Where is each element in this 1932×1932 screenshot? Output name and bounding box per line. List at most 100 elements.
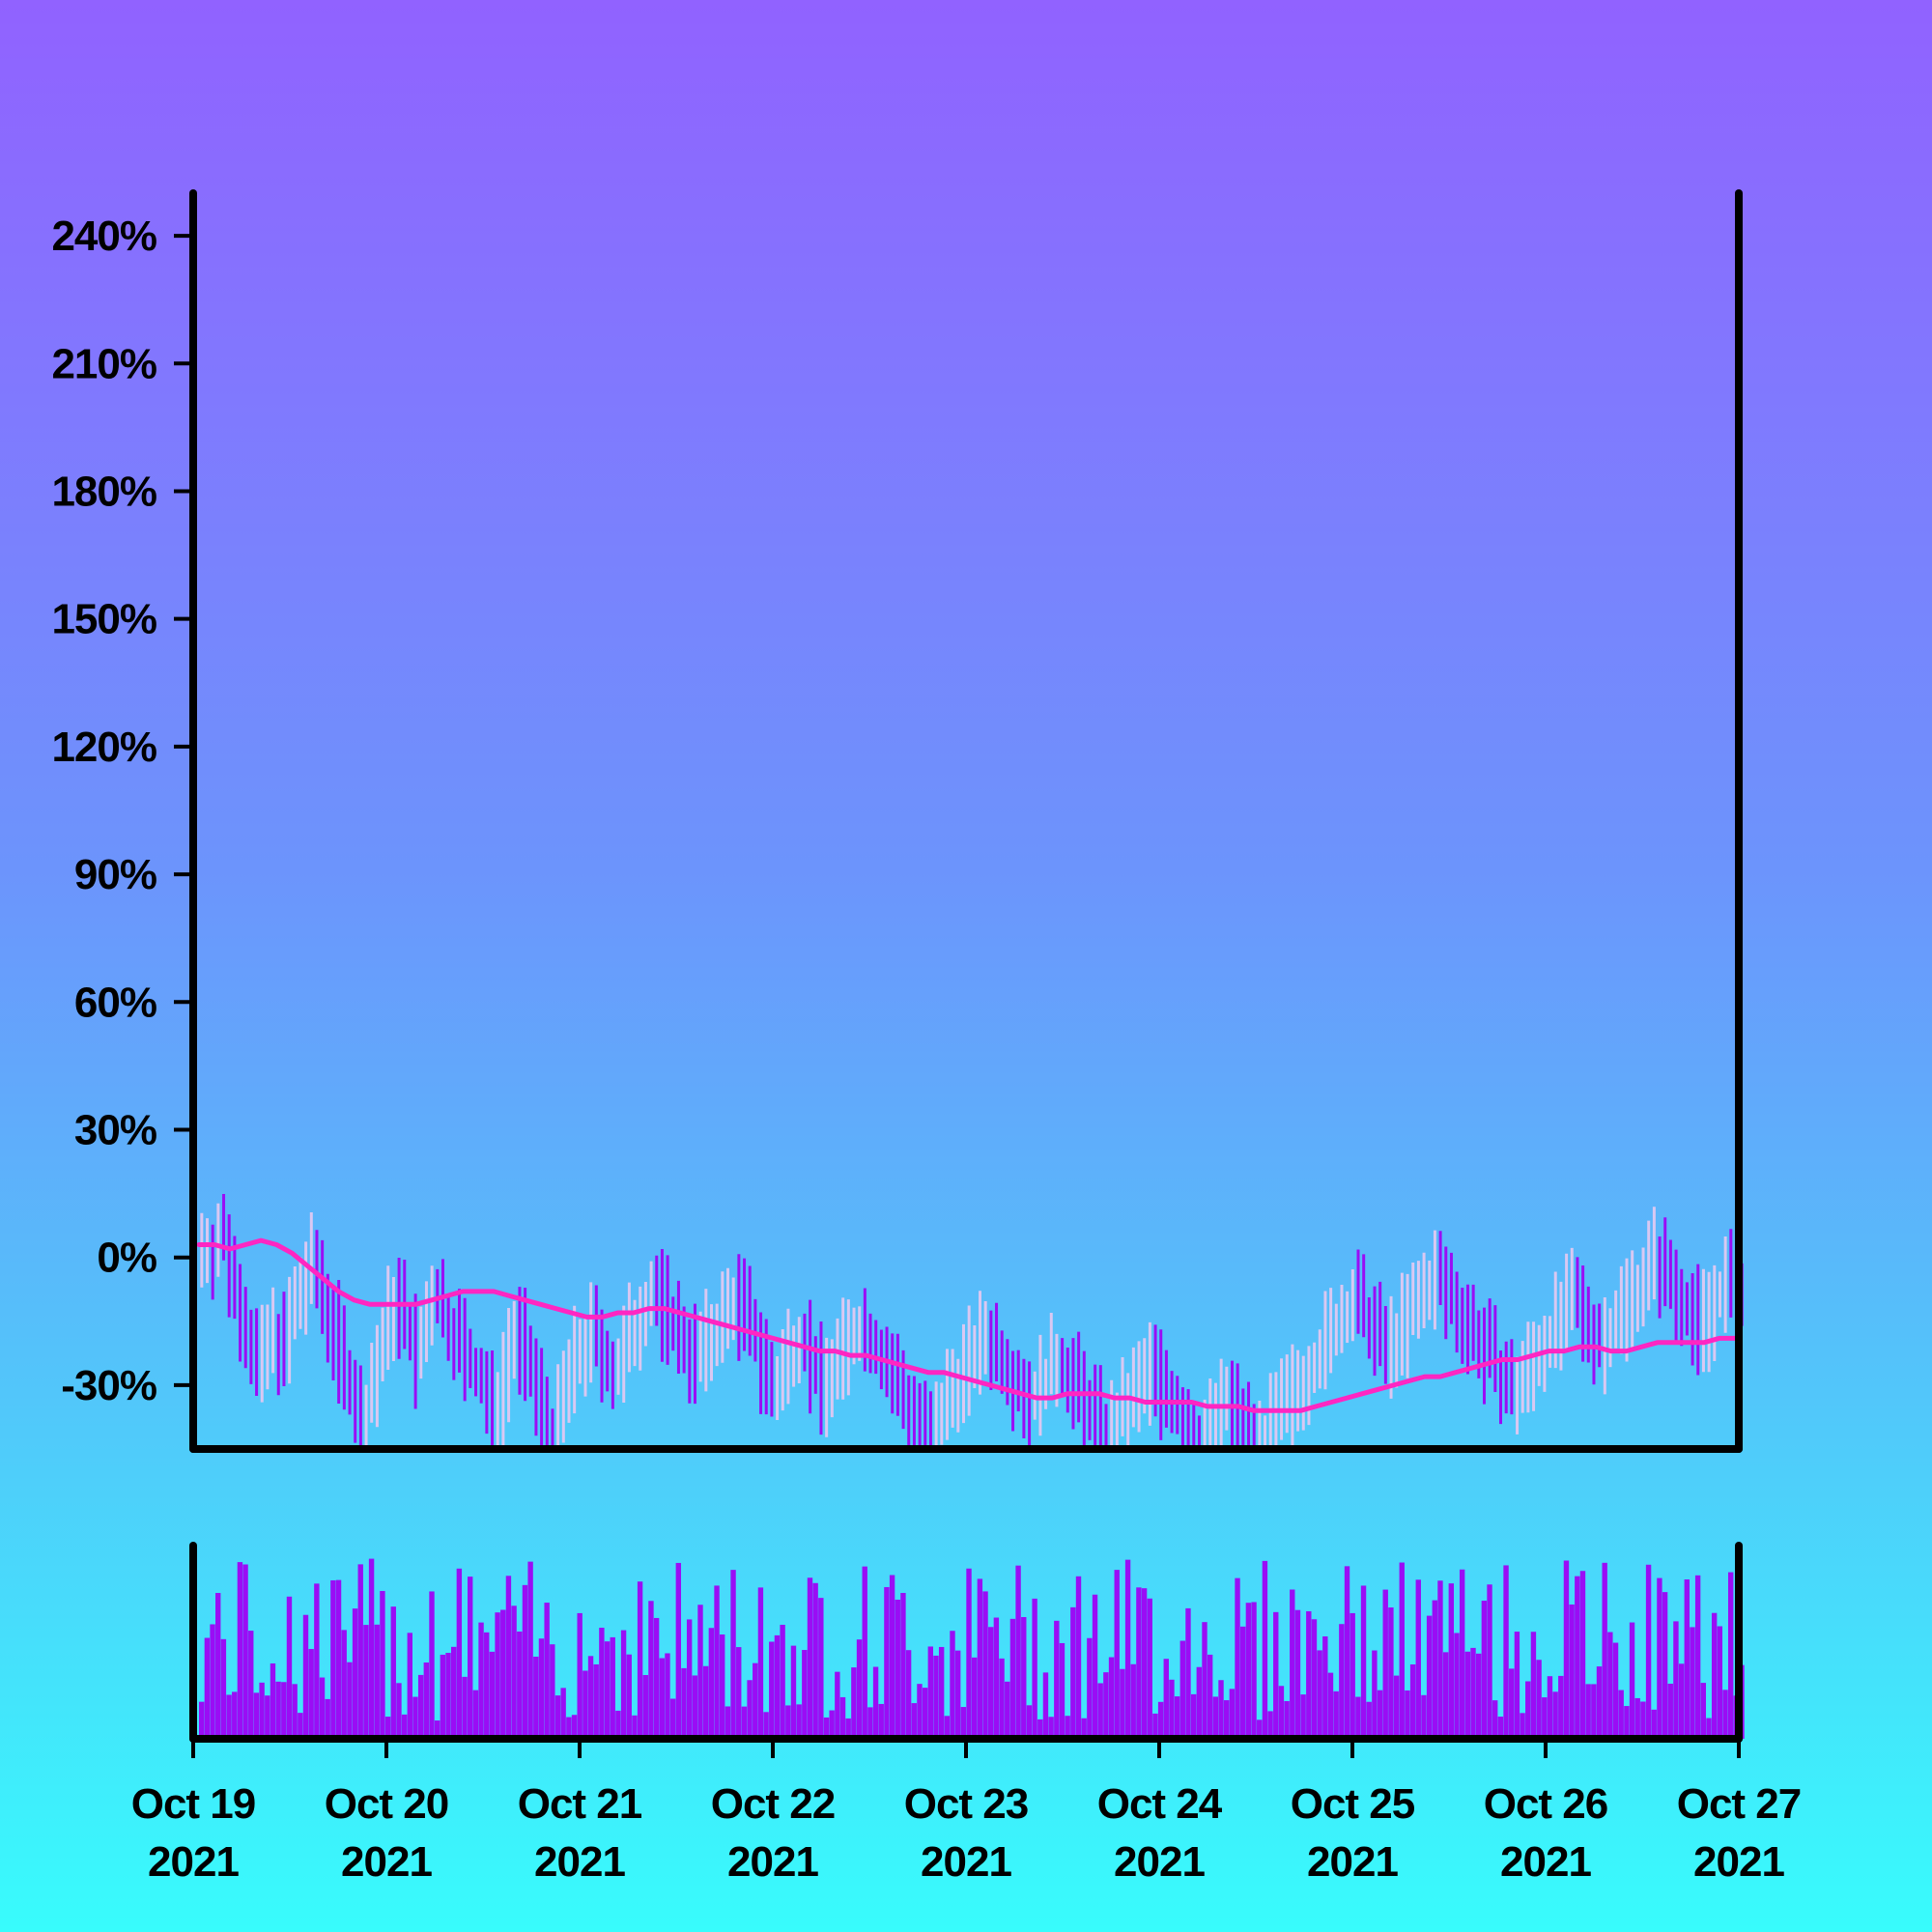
volume-bar: [1382, 1589, 1388, 1739]
volume-bar: [1596, 1666, 1603, 1739]
volume-bar: [966, 1568, 972, 1739]
volume-bar: [232, 1691, 238, 1739]
volume-bar: [314, 1583, 320, 1739]
volume-bar: [1475, 1653, 1482, 1739]
volume-bar: [1147, 1598, 1152, 1739]
volume-bar: [1136, 1587, 1142, 1739]
volume-bar: [1678, 1663, 1685, 1739]
volume-bar: [1481, 1601, 1488, 1739]
volume-bar: [632, 1715, 638, 1739]
volume-bar: [714, 1585, 720, 1739]
volume-bar: [642, 1674, 648, 1739]
volume-bar: [1202, 1622, 1208, 1739]
volume-bar: [1267, 1711, 1273, 1739]
volume-bar: [352, 1608, 358, 1739]
volume-bar: [522, 1584, 528, 1739]
volume-bar: [1503, 1565, 1509, 1739]
volume-bar: [1700, 1683, 1706, 1739]
volume-bar: [363, 1625, 369, 1739]
volume-bar: [1651, 1709, 1657, 1739]
volume-bar: [763, 1712, 769, 1739]
volume-bar: [604, 1641, 611, 1739]
volume-bar: [1717, 1626, 1723, 1739]
volume-bar: [1130, 1663, 1136, 1739]
volume-bar: [1207, 1654, 1213, 1739]
volume-bar: [1612, 1642, 1619, 1739]
volume-bar: [1454, 1633, 1460, 1739]
volume-bar: [319, 1677, 326, 1739]
volume-bar: [1563, 1560, 1570, 1739]
volume-bar: [872, 1666, 879, 1739]
volume-bar: [900, 1593, 906, 1739]
volume-bar: [835, 1671, 840, 1739]
volume-bar: [917, 1684, 923, 1739]
volume-bar: [1108, 1657, 1115, 1739]
volume-bar: [308, 1649, 314, 1739]
volume-bar: [1141, 1588, 1148, 1739]
volume-bar: [1437, 1580, 1443, 1739]
volume-bar: [1684, 1579, 1690, 1739]
volume-bar: [407, 1633, 412, 1739]
volume-bar: [1558, 1675, 1564, 1739]
y-tick-label: -30%: [61, 1362, 156, 1409]
volume-bar: [1409, 1663, 1416, 1739]
volume-bar: [1509, 1668, 1515, 1739]
volume-bar: [960, 1707, 967, 1739]
volume-bar: [1196, 1666, 1203, 1739]
volume-bar: [753, 1662, 758, 1739]
volume-bar: [259, 1682, 265, 1739]
volume-bar: [1520, 1713, 1525, 1739]
volume-bar: [1032, 1598, 1037, 1739]
volume-bar: [1322, 1635, 1328, 1739]
volume-bar: [275, 1681, 281, 1739]
volume-bar: [702, 1665, 709, 1739]
volume-bar: [1377, 1690, 1383, 1739]
volume-bar: [1190, 1693, 1197, 1739]
volume-bar: [856, 1639, 863, 1739]
volume-bar: [736, 1647, 742, 1739]
volume-bar: [335, 1579, 342, 1739]
x-tick-label-date: Oct 25: [1291, 1780, 1415, 1828]
volume-bar: [1399, 1562, 1405, 1739]
volume-bar: [927, 1646, 933, 1739]
volume-bar: [1569, 1604, 1575, 1739]
volume-bar: [1360, 1585, 1367, 1739]
volume-bar: [889, 1575, 895, 1739]
volume-bar: [489, 1651, 496, 1739]
volume-bar: [982, 1591, 988, 1739]
volume-bar: [878, 1703, 884, 1739]
y-tick-label: 240%: [51, 213, 156, 260]
volume-bar: [368, 1558, 375, 1739]
volume-bar: [615, 1710, 621, 1739]
volume-bar: [215, 1593, 221, 1739]
volume-bar: [1311, 1619, 1318, 1739]
x-tick-label-year: 2021: [1114, 1838, 1205, 1886]
volume-bar: [851, 1667, 857, 1739]
volume-bar: [1464, 1651, 1471, 1739]
volume-bar: [665, 1653, 670, 1739]
volume-bar: [1103, 1672, 1109, 1739]
volume-bar: [895, 1600, 900, 1739]
volume-bar: [988, 1627, 994, 1739]
volume-bar: [1278, 1686, 1285, 1739]
x-tick-label-date: Oct 23: [904, 1780, 1029, 1828]
volume-bar: [807, 1577, 813, 1739]
volume-bar: [1645, 1564, 1652, 1739]
volume-bar: [484, 1632, 490, 1739]
volume-bar: [1257, 1719, 1263, 1739]
volume-bar: [412, 1696, 418, 1739]
x-tick-label-date: Oct 19: [131, 1780, 256, 1828]
volume-bar: [1179, 1640, 1185, 1739]
volume-bar: [571, 1715, 578, 1739]
volume-bar: [1542, 1697, 1548, 1739]
volume-bar: [554, 1695, 561, 1739]
volume-bar: [1097, 1683, 1103, 1739]
volume-bar: [325, 1698, 330, 1739]
volume-bar: [517, 1631, 523, 1739]
volume-bar: [292, 1684, 298, 1739]
volume-bar: [1657, 1577, 1662, 1739]
volume-bar: [1157, 1701, 1164, 1739]
volume-bar: [384, 1717, 391, 1739]
y-tick-label: 30%: [74, 1106, 156, 1153]
